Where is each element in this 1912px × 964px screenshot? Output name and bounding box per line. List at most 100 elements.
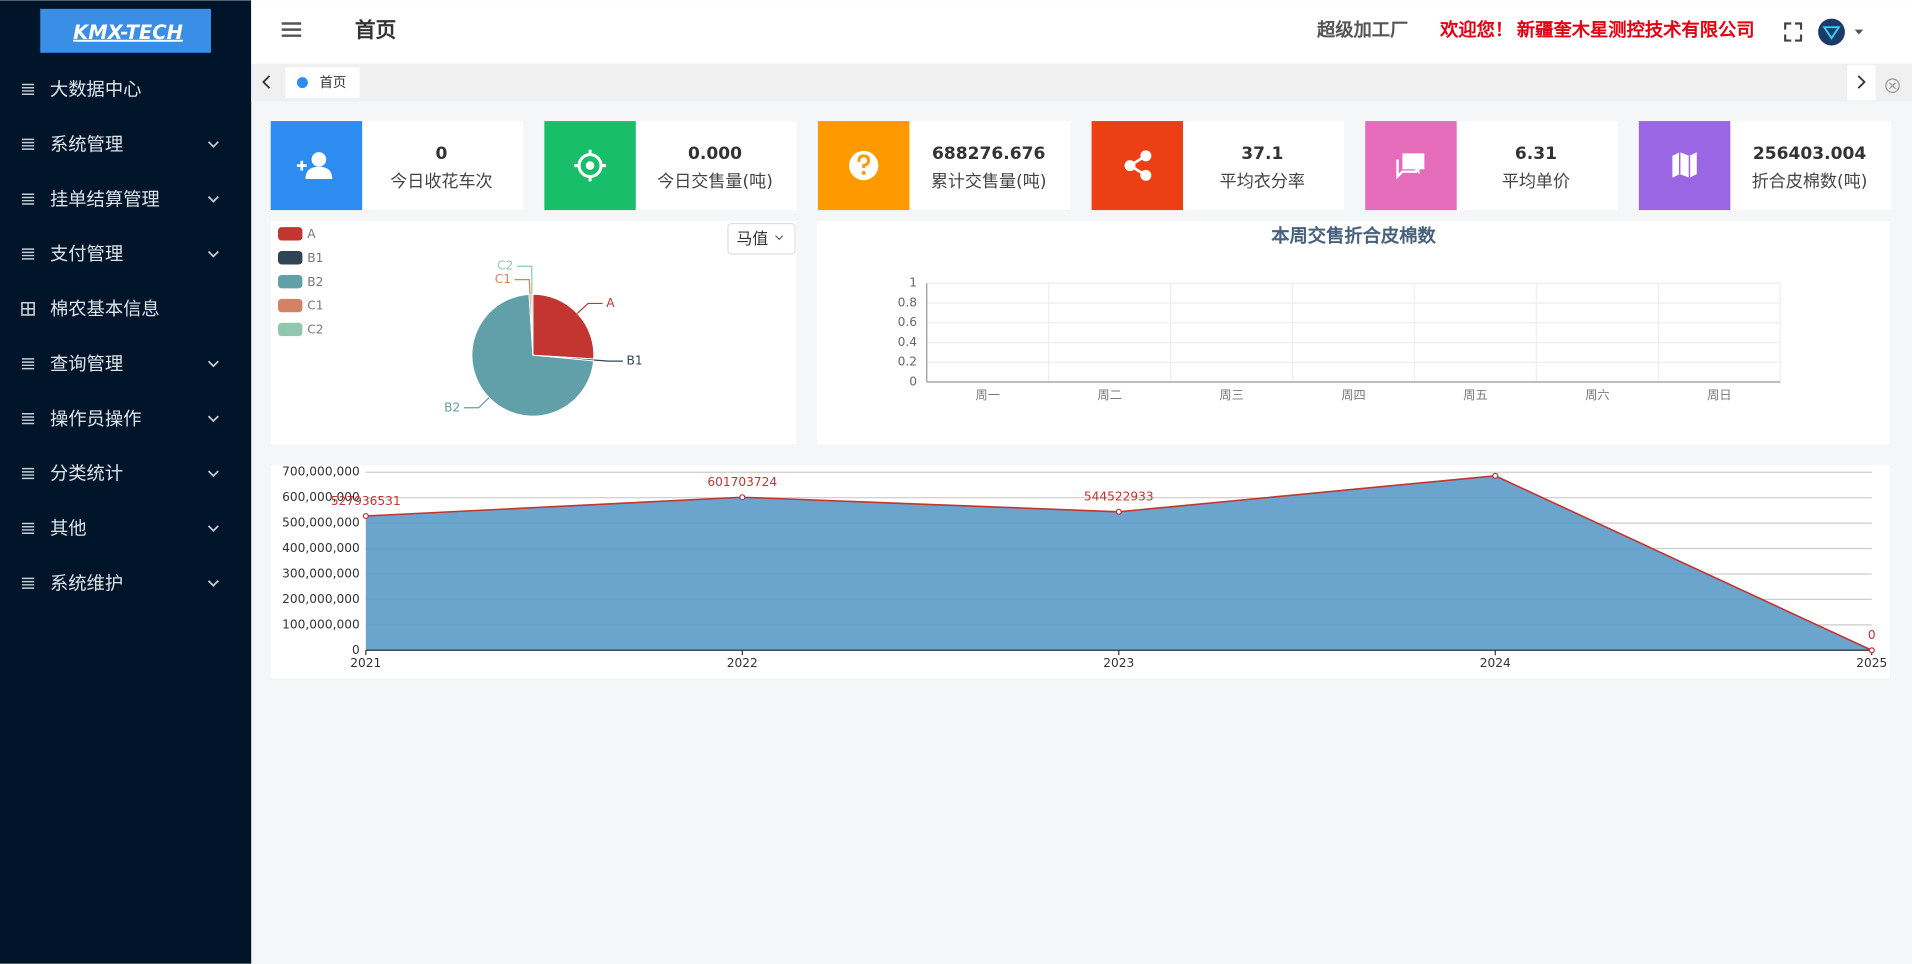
card-icon	[1672, 152, 1697, 178]
card-value: 0	[435, 144, 447, 164]
pie-leader	[576, 302, 603, 314]
card-value: 0.000	[688, 144, 742, 164]
menu-label[interactable]: 挂单结算管理	[50, 189, 160, 210]
x-tick-label: 2023	[1103, 656, 1134, 670]
tab-bar	[251, 63, 1912, 102]
page-title: 首页	[355, 18, 396, 42]
legend-label[interactable]: C2	[307, 323, 323, 337]
factory-name: 超级加工厂	[1317, 19, 1408, 41]
menu-label[interactable]: 支付管理	[50, 244, 123, 265]
pie-label: C1	[495, 272, 511, 286]
logo-box[interactable]	[40, 8, 211, 53]
point	[1115, 508, 1122, 515]
menu-label[interactable]: 系统管理	[50, 134, 123, 155]
menu-label[interactable]: 操作员操作	[50, 409, 141, 430]
menu-label[interactable]: 分类统计	[50, 464, 123, 485]
card-icon	[1140, 150, 1152, 162]
sidebar	[0, 0, 252, 964]
card-icon	[1678, 152, 1691, 178]
data-label: 544522933	[1084, 490, 1154, 504]
y-tick-label: 600,000,000	[282, 490, 360, 504]
menu-chevron	[207, 470, 219, 478]
menu-icon	[21, 358, 35, 370]
menu-icon	[21, 522, 35, 534]
card-label: 累计交售量(吨)	[931, 172, 1047, 192]
card-label: 平均衣分率	[1220, 172, 1305, 192]
y-tick-label: 500,000,000	[282, 516, 360, 530]
menu-chevron	[207, 141, 219, 148]
card-value: 256403.004	[1753, 144, 1866, 164]
legend-label[interactable]: A	[307, 227, 316, 241]
y-tick-label: 0.4	[898, 335, 918, 349]
header	[251, 0, 1912, 64]
menu-icon	[21, 193, 35, 205]
y-tick-label: 300,000,000	[282, 566, 360, 580]
menu-icon	[21, 138, 35, 150]
tab-right-box[interactable]	[1847, 64, 1876, 101]
card-icon	[574, 149, 606, 182]
legend-swatch[interactable]	[278, 274, 303, 289]
data-label: 0	[1868, 628, 1876, 642]
dropdown-caret	[775, 235, 784, 241]
pie-leader	[517, 265, 533, 295]
area-fill	[365, 475, 1872, 651]
tab-right[interactable]	[1857, 75, 1866, 89]
menu-label[interactable]: 系统维护	[50, 573, 123, 594]
tab-left[interactable]	[262, 75, 271, 89]
menu-label[interactable]: 查询管理	[50, 354, 123, 375]
pie-slice	[530, 293, 534, 356]
chart-title: 本周交售折合皮棉数	[1271, 225, 1436, 247]
avatar[interactable]	[1818, 18, 1864, 46]
logo: KMX-TECH	[73, 21, 183, 44]
card-icon	[861, 170, 866, 175]
x-tick-label: 周五	[1463, 388, 1487, 402]
data-label: 601703724	[707, 475, 777, 489]
card-label: 今日交售量(吨)	[657, 172, 773, 192]
x-tick-label: 2022	[727, 656, 758, 670]
legend-label[interactable]: C1	[307, 299, 323, 313]
legend-swatch[interactable]	[278, 322, 303, 337]
y-tick-label: 200,000,000	[282, 592, 360, 606]
legend-swatch[interactable]	[278, 298, 303, 313]
card-icon	[311, 152, 327, 167]
pie-label: C2	[497, 259, 513, 273]
menu-label[interactable]: 棉农基本信息	[50, 299, 160, 320]
fullscreen[interactable]	[1784, 22, 1803, 42]
menu-icon	[21, 248, 35, 260]
y-tick-label: 0.8	[898, 295, 917, 309]
tab-label: 首页	[319, 75, 346, 91]
menu-label[interactable]: 其他	[50, 519, 87, 540]
x-tick-label: 周日	[1707, 388, 1731, 402]
point	[1492, 472, 1499, 479]
menu-icon	[21, 467, 35, 480]
legend-swatch[interactable]	[278, 227, 303, 241]
dropdown[interactable]	[727, 222, 796, 255]
menu-chevron	[207, 196, 219, 203]
x-tick-label: 周三	[1219, 388, 1243, 402]
legend-swatch[interactable]	[278, 251, 303, 265]
menu-toggle[interactable]	[281, 22, 302, 37]
menu-label[interactable]: 大数据中心	[50, 80, 141, 101]
x-tick-label: 周四	[1341, 388, 1365, 402]
pie-label: B1	[627, 354, 643, 368]
card-icon	[857, 154, 871, 169]
x-tick-label: 2021	[350, 656, 381, 670]
tab-close-all[interactable]	[1885, 78, 1900, 94]
card-icon	[1396, 159, 1418, 180]
card-value: 6.31	[1515, 144, 1557, 164]
legend-label[interactable]: B2	[307, 275, 323, 289]
card-icon	[1124, 160, 1136, 172]
card-value: 37.1	[1241, 144, 1283, 164]
y-tick-label: 0.2	[898, 355, 917, 369]
y-tick-label: 400,000,000	[282, 541, 360, 555]
x-tick-label: 2024	[1480, 656, 1511, 670]
card-icon	[305, 166, 333, 179]
point	[362, 512, 369, 520]
y-tick-label: 1	[909, 276, 917, 290]
menu-icon	[21, 83, 35, 95]
legend-label[interactable]: B1	[307, 251, 323, 265]
y-tick-label: 100,000,000	[282, 617, 360, 631]
pie-slice	[532, 293, 595, 360]
x-tick-label: 周六	[1585, 388, 1609, 402]
